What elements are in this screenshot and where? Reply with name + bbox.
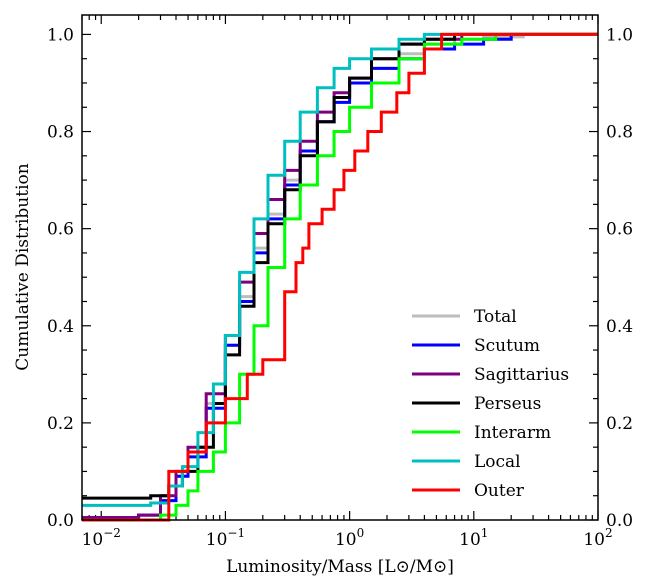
y-axis-label: Cumulative Distribution — [13, 163, 33, 370]
y-tick-label-right: 0.2 — [606, 414, 633, 434]
legend-label-scutum: Scutum — [474, 336, 540, 356]
series-line-total — [82, 32, 598, 520]
legend-label-sagittarius: Sagittarius — [474, 365, 569, 385]
y-tick-label-right: 0.6 — [606, 220, 633, 240]
x-tick-label-base: 10 — [206, 530, 228, 550]
x-tick-label: 102 — [583, 526, 612, 550]
y-tick-label-left: 1.0 — [47, 25, 74, 45]
series-line-sagittarius — [82, 32, 598, 520]
legend-label-outer: Outer — [474, 481, 525, 501]
legend-label-local: Local — [474, 452, 521, 472]
legend-label-perseus: Perseus — [474, 394, 541, 414]
y-tick-label-left: 0.2 — [47, 414, 74, 434]
x-tick-label-exponent: 1 — [481, 526, 489, 540]
series-line-interarm — [82, 32, 598, 522]
x-tick-label-exponent: −1 — [227, 526, 245, 540]
y-tick-label-right: 0.4 — [606, 317, 633, 337]
y-tick-label-right: 0.8 — [606, 123, 633, 143]
series-line-local — [82, 32, 598, 507]
series-line-outer — [82, 32, 598, 522]
plot-frame — [81, 14, 599, 521]
x-tick-label-exponent: 0 — [357, 526, 365, 540]
x-tick-label: 101 — [459, 526, 488, 550]
legend-label-total: Total — [474, 307, 517, 327]
x-tick-label-exponent: 2 — [605, 526, 613, 540]
x-tick-label-base: 10 — [583, 530, 605, 550]
x-tick-label: 10−2 — [82, 526, 121, 550]
x-tick-label: 10−1 — [206, 526, 245, 550]
x-tick-label-base: 10 — [82, 530, 104, 550]
x-tick-label-base: 10 — [459, 530, 481, 550]
series-lines — [82, 32, 598, 522]
y-tick-label-right: 0.0 — [606, 511, 633, 531]
y-tick-label-left: 0.4 — [47, 317, 74, 337]
legend-label-interarm: Interarm — [474, 423, 551, 443]
x-tick-label-base: 10 — [335, 530, 357, 550]
x-tick-label-exponent: −2 — [103, 526, 121, 540]
tick-marks — [81, 15, 599, 521]
y-tick-label-right: 1.0 — [606, 25, 633, 45]
y-tick-label-left: 0.0 — [47, 511, 74, 531]
y-tick-label-left: 0.6 — [47, 220, 74, 240]
y-tick-label-left: 0.8 — [47, 123, 74, 143]
x-axis-label: Luminosity/Mass [L⊙/M⊙] — [226, 557, 454, 577]
legend: Total Scutum Sagittarius Perseus Interarm Loc… — [412, 307, 569, 501]
x-tick-label: 100 — [335, 526, 364, 550]
series-line-scutum — [82, 32, 598, 520]
